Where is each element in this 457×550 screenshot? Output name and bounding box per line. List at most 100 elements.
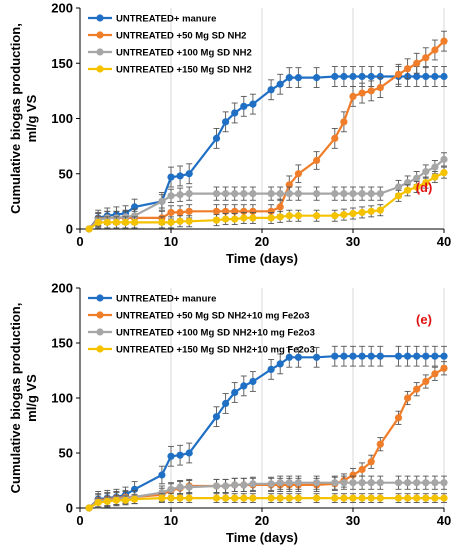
series-3 — [85, 475, 448, 512]
data-point — [413, 494, 421, 502]
data-point — [212, 190, 221, 198]
data-point — [294, 353, 302, 361]
y-tick-label: 50 — [59, 446, 73, 461]
data-point — [376, 352, 384, 360]
data-point — [413, 59, 421, 67]
data-point — [212, 494, 221, 502]
data-point — [376, 479, 384, 487]
data-point — [331, 190, 339, 198]
x-tick-label: 0 — [76, 513, 83, 528]
data-point — [240, 382, 248, 390]
data-point — [285, 479, 293, 487]
data-point — [431, 352, 439, 360]
data-point — [285, 353, 293, 361]
data-point — [367, 494, 375, 502]
data-point — [167, 494, 175, 502]
data-point — [249, 377, 257, 386]
x-tick-label: 30 — [346, 513, 360, 528]
data-point — [249, 214, 257, 222]
data-point — [294, 190, 302, 198]
legend: UNTREATED+ manure UNTREATED +50 Mg SD NH2… — [88, 14, 252, 76]
data-point — [313, 74, 321, 82]
y-tick-label: 100 — [51, 111, 73, 126]
data-point — [249, 494, 257, 502]
series-line — [88, 497, 444, 509]
data-point — [404, 65, 412, 73]
y-tick-label: 200 — [51, 281, 73, 296]
series-1 — [85, 66, 448, 233]
data-point — [394, 494, 403, 502]
data-point — [331, 212, 339, 220]
data-point — [158, 471, 166, 479]
y-tick-label: 0 — [66, 222, 73, 237]
data-point — [276, 360, 284, 368]
data-point — [294, 479, 302, 487]
data-point — [367, 72, 375, 81]
data-point — [376, 190, 384, 198]
legend-marker — [96, 48, 104, 56]
legend-marker — [96, 31, 104, 39]
data-point — [294, 170, 302, 178]
data-point — [313, 156, 321, 165]
data-point — [358, 479, 366, 487]
data-point — [276, 213, 284, 221]
data-point — [413, 352, 421, 360]
data-point — [240, 214, 248, 222]
data-point — [358, 190, 366, 198]
y-tick-label: 0 — [66, 501, 73, 516]
data-point — [176, 494, 184, 502]
data-point — [103, 497, 111, 505]
data-point — [112, 496, 120, 504]
data-point — [131, 495, 139, 503]
data-point — [212, 207, 221, 215]
data-point — [431, 494, 439, 502]
data-point — [167, 192, 175, 200]
data-point — [340, 211, 348, 219]
data-point — [212, 413, 221, 421]
series-1 — [85, 345, 448, 512]
data-point — [367, 207, 375, 215]
data-point — [413, 183, 421, 191]
data-point — [85, 504, 93, 512]
legend-label: UNTREATED +100 Mg SD NH2+10 mg Fe2o3 — [116, 328, 315, 339]
data-point — [431, 370, 439, 378]
data-point — [404, 479, 412, 487]
data-point — [222, 399, 230, 408]
data-point — [131, 485, 139, 493]
data-point — [404, 186, 412, 194]
data-point — [185, 170, 193, 178]
chart-panel-e: 0 10 20 30 40 0 50 100 150 200 Time (days) Cumulati… — [8, 281, 451, 546]
data-point — [331, 494, 339, 502]
data-point — [394, 352, 403, 360]
data-point — [240, 102, 248, 110]
series-4 — [85, 166, 448, 233]
data-point — [404, 394, 412, 402]
legend-marker — [96, 345, 104, 353]
data-point — [440, 72, 448, 81]
data-point — [422, 54, 430, 62]
data-point — [440, 364, 448, 372]
data-point — [185, 217, 193, 225]
data-point — [158, 197, 166, 205]
data-point — [376, 72, 384, 81]
data-point — [240, 494, 248, 502]
data-point — [349, 352, 357, 360]
data-point — [158, 218, 166, 226]
series-4 — [85, 493, 448, 512]
data-point — [331, 72, 339, 81]
legend-label: UNTREATED+ manure — [116, 14, 216, 25]
series-line — [88, 75, 444, 230]
data-point — [349, 72, 357, 81]
data-point — [249, 207, 257, 215]
x-tick-label: 20 — [255, 513, 269, 528]
legend-marker — [96, 311, 104, 319]
data-point — [276, 190, 284, 198]
data-point — [358, 89, 366, 97]
data-point — [440, 352, 448, 360]
data-point — [294, 212, 302, 220]
data-point — [440, 494, 448, 502]
y-axis-title-line1: Cumulative biogas production, — [8, 23, 23, 214]
data-point — [376, 83, 384, 92]
data-point — [267, 494, 275, 502]
